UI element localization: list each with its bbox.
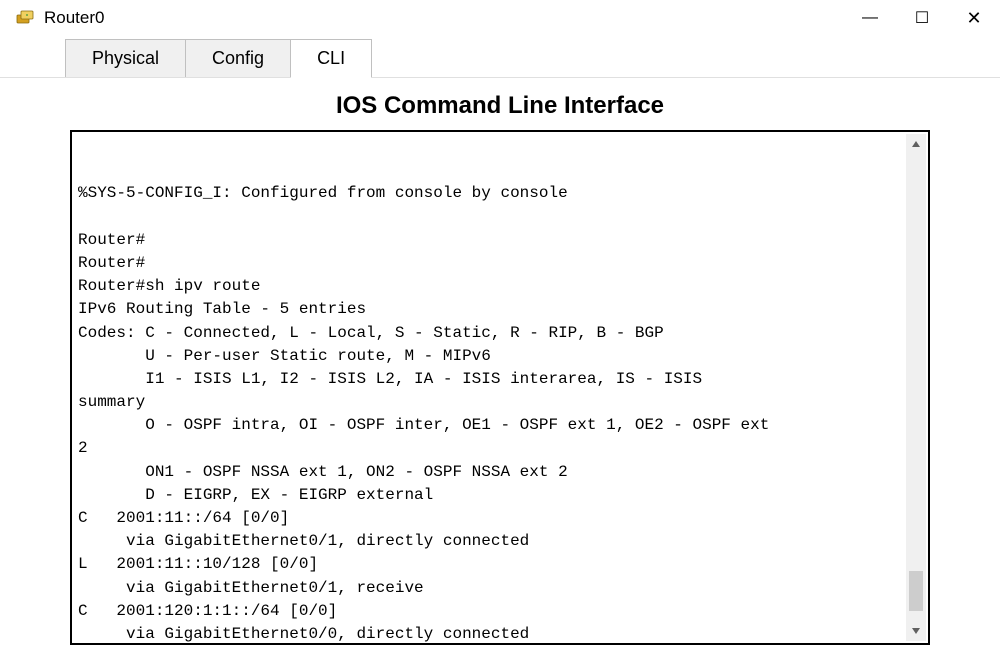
tab-config[interactable]: Config [185,39,291,77]
content-header: IOS Command Line Interface [0,92,1000,120]
scroll-thumb[interactable] [909,571,923,611]
tab-physical[interactable]: Physical [65,39,186,77]
scroll-down-arrow[interactable] [906,621,926,641]
terminal-container: %SYS-5-CONFIG_I: Configured from console… [70,130,930,645]
tab-cli[interactable]: CLI [290,39,372,78]
cli-terminal[interactable]: %SYS-5-CONFIG_I: Configured from console… [70,130,930,645]
app-icon [16,9,34,27]
title-bar: Router0 — ☐ ✕ [0,0,1000,36]
scroll-up-arrow[interactable] [906,134,926,154]
maximize-button[interactable]: ☐ [896,2,948,34]
close-button[interactable]: ✕ [948,2,1000,34]
terminal-scrollbar[interactable] [906,134,926,641]
minimize-button[interactable]: — [844,2,896,34]
window-controls: — ☐ ✕ [844,2,1000,34]
tab-bar: Physical Config CLI [0,36,1000,78]
window-title: Router0 [44,8,104,28]
title-bar-left: Router0 [16,8,104,28]
terminal-output: %SYS-5-CONFIG_I: Configured from console… [78,182,922,645]
